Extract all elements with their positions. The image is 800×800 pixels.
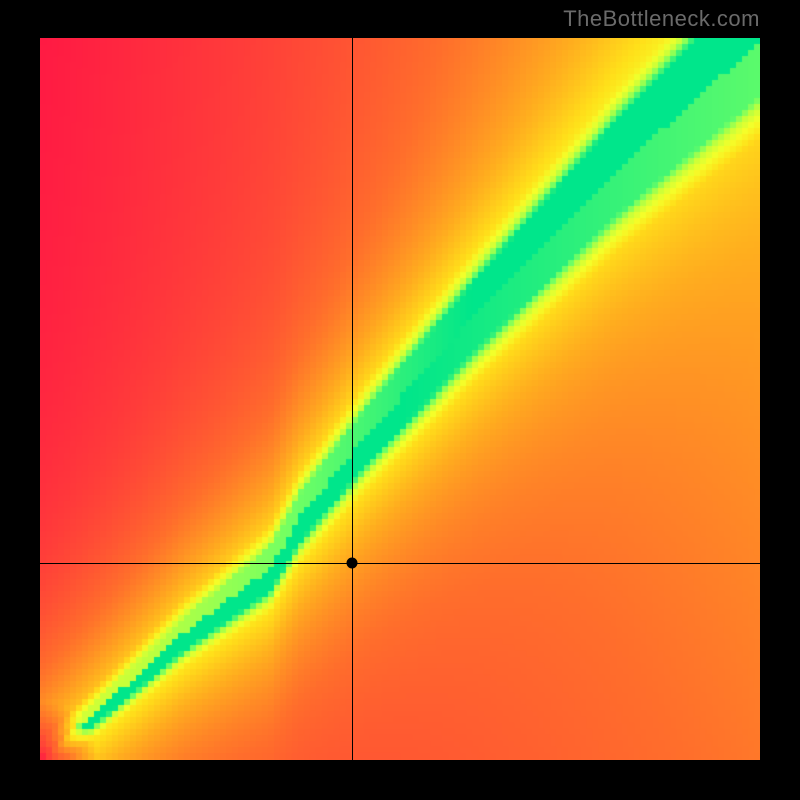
watermark-text: TheBottleneck.com xyxy=(563,6,760,32)
chart-container: TheBottleneck.com xyxy=(0,0,800,800)
heatmap-plot xyxy=(40,38,760,760)
heatmap-canvas xyxy=(40,38,760,760)
